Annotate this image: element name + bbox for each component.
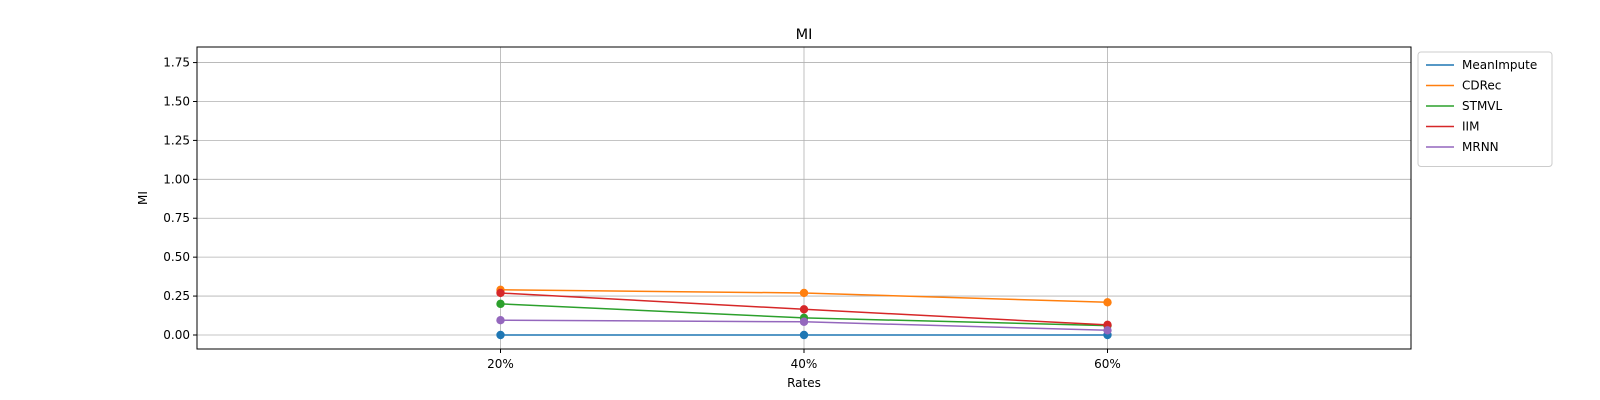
point-iim <box>496 288 505 298</box>
x-tick-label: 60% <box>1094 357 1121 371</box>
y-tick-label: 0.75 <box>163 211 190 225</box>
x-tick-label: 40% <box>791 357 818 371</box>
point-mrnn <box>799 317 809 326</box>
y-tick-label: 1.75 <box>163 56 190 70</box>
y-tick-label: 0.50 <box>163 250 190 264</box>
legend-label-meanimpute: MeanImpute <box>1462 58 1537 72</box>
point-stmvl <box>496 299 505 309</box>
legend-box <box>1417 51 1553 167</box>
legend-label-mrnn: MRNN <box>1462 140 1499 154</box>
x-axis-label: Rates <box>787 376 821 390</box>
legend-label-stmvl: STMVL <box>1462 99 1503 113</box>
point-mrnn <box>496 316 505 325</box>
point-meanimpute <box>496 330 505 340</box>
y-tick-label: 0.00 <box>163 328 190 342</box>
point-cdrec <box>799 288 809 298</box>
point-mrnn <box>1103 326 1112 335</box>
y-axis-label: MI <box>136 191 150 205</box>
y-tick-label: 1.00 <box>163 172 190 186</box>
x-tick-label: 20% <box>487 357 514 371</box>
chart-title: MI <box>796 27 813 43</box>
ticks-layer: 0.00 0.25 0.50 0.75 1.00 1.25 1.50 1.75 20% 40% 60… <box>163 56 1121 371</box>
legend-label-iim: IIM <box>1462 120 1479 134</box>
legend: MeanImpute CDRec STMVL IIM MRNN <box>1417 51 1553 167</box>
y-tick-label: 1.25 <box>163 133 190 147</box>
point-meanimpute <box>799 330 809 340</box>
series-layer <box>496 285 1112 340</box>
point-cdrec <box>1103 298 1112 307</box>
point-iim <box>799 305 809 314</box>
legend-label-cdrec: CDRec <box>1462 79 1501 93</box>
y-tick-label: 0.25 <box>163 289 190 303</box>
y-tick-label: 1.50 <box>163 94 190 108</box>
grid-layer <box>197 47 1411 349</box>
